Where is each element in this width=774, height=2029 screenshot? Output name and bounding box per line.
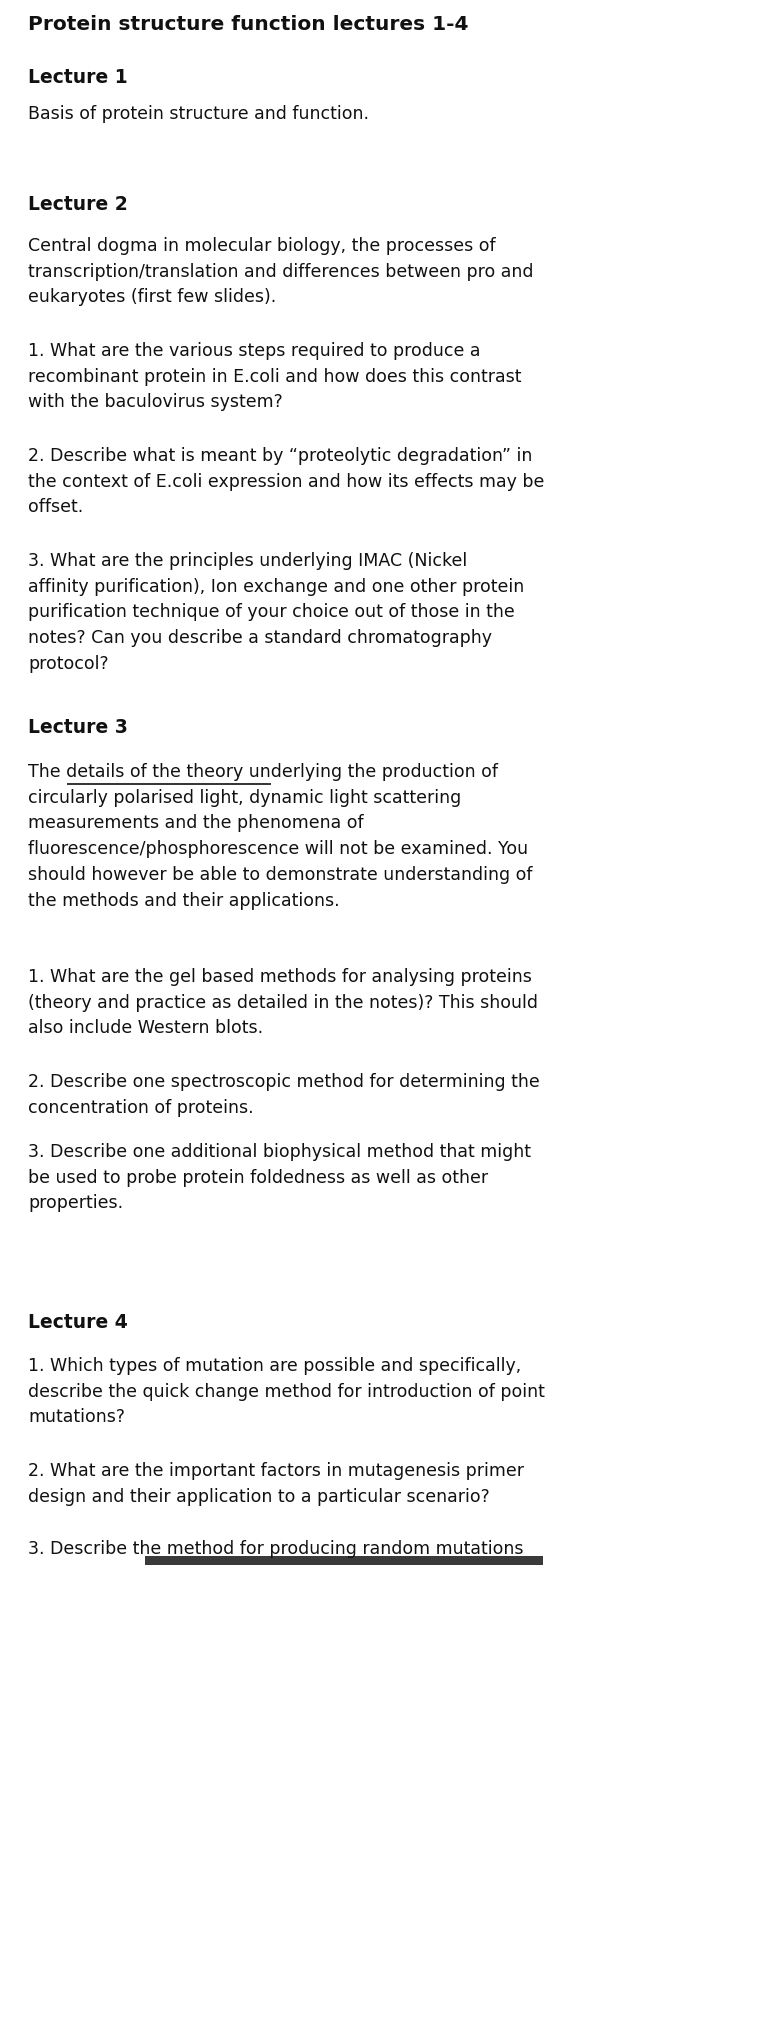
Text: 3. What are the principles underlying IMAC (Nickel
affinity purification), Ion e: 3. What are the principles underlying IM… <box>28 552 524 674</box>
Bar <box>145 1556 543 1564</box>
Text: Basis of protein structure and function.: Basis of protein structure and function. <box>28 106 369 124</box>
Text: 2. Describe one spectroscopic method for determining the
concentration of protei: 2. Describe one spectroscopic method for… <box>28 1073 539 1116</box>
Text: The details of the theory underlying the production of
circularly polarised ligh: The details of the theory underlying the… <box>28 763 533 909</box>
Text: Lecture 4: Lecture 4 <box>28 1313 128 1331</box>
Text: 1. What are the gel based methods for analysing proteins
(theory and practice as: 1. What are the gel based methods for an… <box>28 968 538 1037</box>
Text: 1. What are the various steps required to produce a
recombinant protein in E.col: 1. What are the various steps required t… <box>28 343 522 412</box>
Text: 2. Describe what is meant by “proteolytic degradation” in
the context of E.coli : 2. Describe what is meant by “proteolyti… <box>28 446 544 517</box>
Text: 3. Describe the method for producing random mutations: 3. Describe the method for producing ran… <box>28 1540 523 1558</box>
Text: Lecture 3: Lecture 3 <box>28 718 128 737</box>
Text: Central dogma in molecular biology, the processes of
transcription/translation a: Central dogma in molecular biology, the … <box>28 237 533 306</box>
Text: Lecture 2: Lecture 2 <box>28 195 128 213</box>
Text: 2. What are the important factors in mutagenesis primer
design and their applica: 2. What are the important factors in mut… <box>28 1463 524 1506</box>
Text: 1. Which types of mutation are possible and specifically,
describe the quick cha: 1. Which types of mutation are possible … <box>28 1357 545 1426</box>
Text: 3. Describe one additional biophysical method that might
be used to probe protei: 3. Describe one additional biophysical m… <box>28 1142 531 1213</box>
Text: Lecture 1: Lecture 1 <box>28 69 128 87</box>
Text: Protein structure function lectures 1-4: Protein structure function lectures 1-4 <box>28 14 468 34</box>
